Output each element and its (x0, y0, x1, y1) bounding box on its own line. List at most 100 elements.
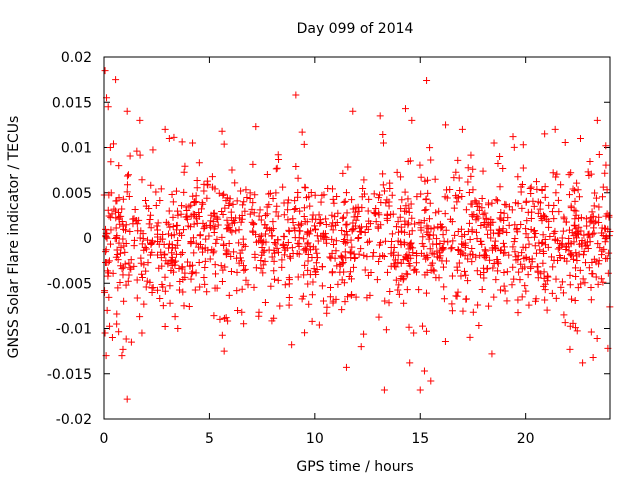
data-point (340, 235, 348, 243)
data-point (125, 171, 133, 179)
data-point (376, 112, 384, 120)
data-point (354, 235, 362, 243)
data-point (358, 193, 366, 201)
data-point (446, 215, 454, 223)
data-point (144, 259, 152, 267)
data-point (308, 254, 316, 262)
data-point (252, 264, 260, 272)
data-point (261, 298, 269, 306)
data-point (185, 203, 193, 211)
data-point (379, 181, 387, 189)
data-point (420, 367, 428, 375)
data-point (154, 251, 161, 259)
data-point (227, 214, 235, 222)
data-point (112, 224, 120, 232)
data-point (166, 282, 174, 290)
data-point (404, 270, 412, 278)
data-point (237, 187, 245, 195)
data-point (173, 207, 181, 215)
data-point (569, 319, 577, 327)
data-point (517, 260, 525, 268)
data-point (221, 263, 229, 271)
data-point (322, 235, 330, 243)
data-point (191, 211, 199, 219)
data-point (501, 200, 509, 208)
data-point (342, 363, 350, 371)
data-point (451, 231, 459, 239)
data-point (210, 312, 218, 320)
data-point (165, 207, 173, 215)
data-point (439, 231, 447, 239)
data-point (503, 268, 511, 276)
data-point (122, 226, 130, 234)
data-point (241, 242, 249, 250)
data-point (339, 214, 347, 222)
data-point (248, 205, 256, 213)
data-point (269, 225, 277, 233)
data-point (385, 299, 393, 307)
data-point (481, 209, 489, 217)
data-point (252, 230, 260, 238)
data-point (540, 268, 548, 276)
data-point (122, 239, 130, 247)
data-point (484, 220, 492, 228)
data-point (341, 197, 349, 205)
data-point (275, 248, 283, 256)
data-point (431, 175, 439, 183)
data-point (347, 236, 355, 244)
data-point (587, 214, 595, 222)
data-point (194, 243, 202, 251)
data-point (402, 270, 410, 278)
data-point (522, 287, 530, 295)
data-point (469, 186, 477, 194)
data-point (122, 281, 130, 289)
data-point (422, 327, 430, 335)
data-point (504, 214, 512, 222)
data-point (210, 247, 218, 255)
data-point (147, 211, 155, 219)
data-point (112, 214, 120, 222)
data-point (115, 239, 123, 247)
data-point (332, 237, 340, 245)
data-point (256, 206, 264, 214)
data-point (120, 297, 128, 305)
data-point (138, 273, 146, 281)
data-point (448, 244, 456, 252)
data-point (330, 199, 338, 207)
data-point (573, 327, 581, 335)
data-point (338, 306, 346, 314)
data-point (178, 265, 186, 273)
data-point (141, 244, 149, 252)
data-point (313, 232, 321, 240)
data-point (218, 207, 226, 215)
data-point (464, 255, 472, 263)
data-point (422, 196, 430, 204)
data-point (263, 203, 271, 211)
data-point (332, 295, 340, 303)
data-point (315, 321, 323, 329)
data-point (427, 225, 435, 233)
data-point (546, 232, 554, 240)
data-point (593, 335, 601, 343)
data-point (508, 281, 516, 289)
data-point (300, 246, 308, 254)
data-point (467, 151, 475, 159)
data-point (101, 67, 109, 75)
data-point (287, 254, 295, 262)
data-point (400, 299, 408, 307)
data-point (251, 250, 259, 258)
data-point (390, 260, 398, 268)
data-point (580, 231, 588, 239)
data-point (333, 262, 341, 270)
data-point (361, 266, 369, 274)
data-point (292, 162, 300, 170)
data-point (501, 287, 509, 295)
data-point (432, 274, 440, 282)
data-point (133, 220, 141, 228)
data-point (541, 193, 549, 201)
data-point (423, 77, 431, 85)
data-point (390, 248, 398, 256)
data-point (438, 223, 446, 231)
data-point (190, 220, 198, 228)
